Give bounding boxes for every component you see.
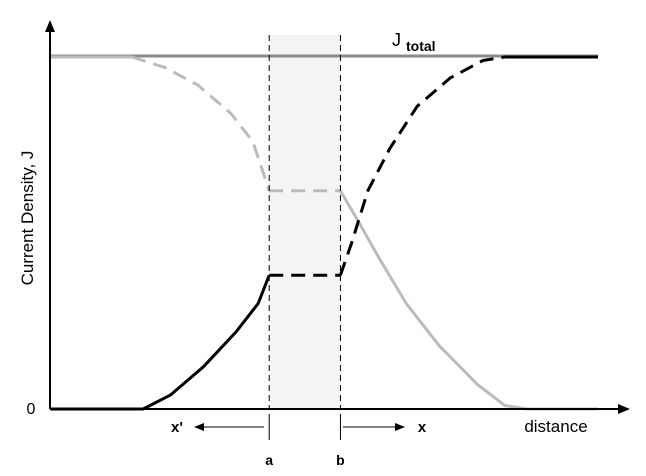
series-1-segment-1 xyxy=(50,274,271,411)
arrow-right-head xyxy=(395,423,405,431)
interface-region xyxy=(269,35,341,409)
curves-layer xyxy=(50,54,598,411)
direction-label-left: x' xyxy=(171,419,183,436)
marker-label-b: b xyxy=(336,452,345,468)
total-label-subscript: total xyxy=(406,38,436,54)
series-1-segment-3 xyxy=(338,55,506,276)
arrow-left-head xyxy=(194,423,204,431)
y-tick-label-0: 0 xyxy=(27,401,36,418)
series-2-segment-4 xyxy=(339,190,598,411)
y-axis-arrow xyxy=(45,20,55,32)
x-axis-label: distance xyxy=(524,417,587,436)
total-label-base: J xyxy=(392,30,401,50)
direction-label-right: x xyxy=(418,419,427,436)
total-label: J total xyxy=(392,30,436,54)
series-2-segment-2 xyxy=(131,55,271,192)
y-axis-label: Current Density, J xyxy=(18,151,37,286)
marker-label-a: a xyxy=(265,452,273,468)
x-axis-arrow xyxy=(618,404,630,414)
